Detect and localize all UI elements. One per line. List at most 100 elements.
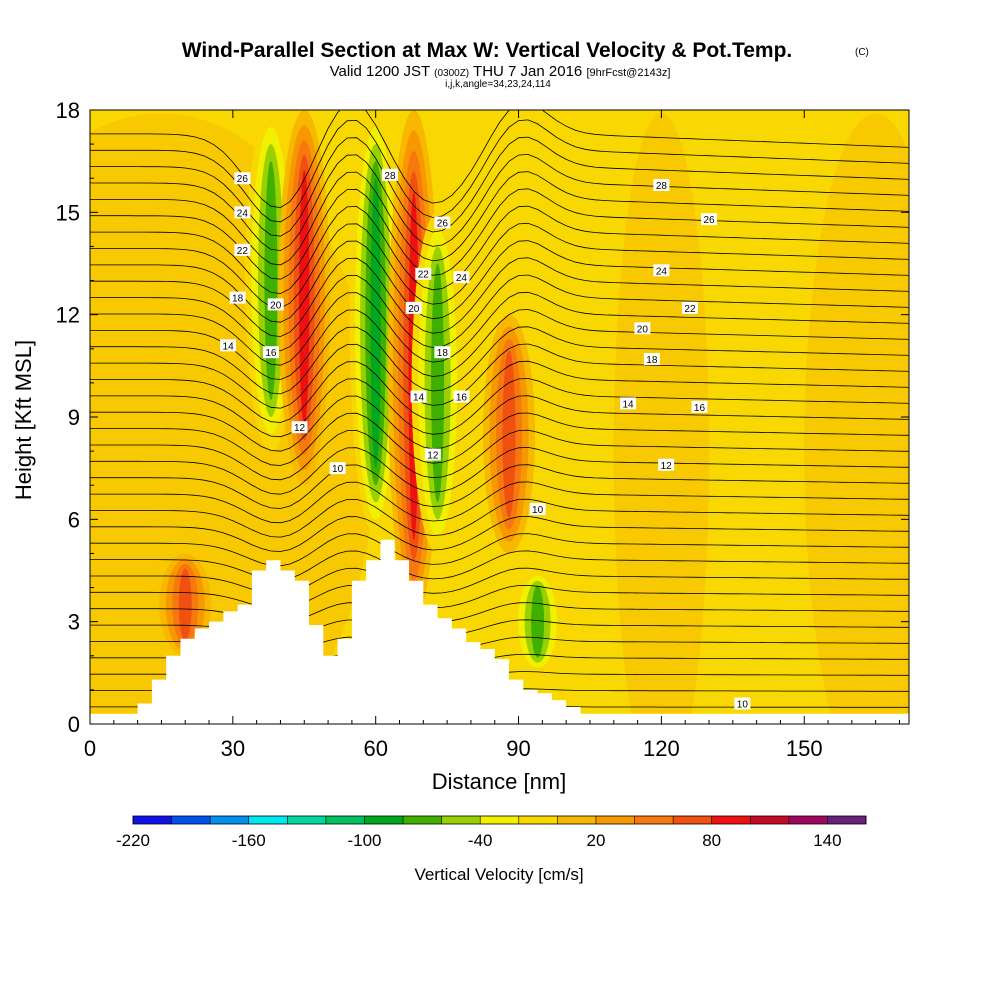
contour-label-text: 18	[232, 294, 244, 305]
potential-temperature-contour	[90, 395, 909, 452]
contour-label: 14	[220, 339, 237, 352]
contour-label-text: 14	[413, 393, 425, 404]
colorbar-label: 20	[586, 831, 605, 850]
potential-temperature-contour	[90, 274, 909, 352]
colorbar-swatch	[210, 816, 250, 824]
contour-label-text: 28	[384, 171, 396, 182]
potential-temperature-contour	[90, 188, 909, 280]
contour-label-bg	[424, 448, 441, 461]
x-tick-label: 90	[506, 736, 530, 761]
contour-label-bg	[234, 243, 251, 256]
contour-label-text: 12	[661, 461, 673, 472]
potential-temperature-contour	[90, 136, 909, 237]
colorbar-swatch	[711, 816, 751, 824]
contour-label-bg	[643, 353, 660, 366]
colorbar-swatch	[171, 816, 211, 824]
colorbar-swatch	[634, 816, 674, 824]
contour-label: 12	[424, 448, 441, 462]
contour-label: 24	[653, 264, 670, 277]
contour-label-text: 10	[737, 700, 749, 711]
colorbar-swatch	[827, 816, 867, 824]
colorbar-label: 140	[813, 831, 841, 850]
potential-temperature-contour	[90, 291, 909, 366]
potential-temperature-contour	[90, 205, 909, 295]
vertical-velocity-cell	[299, 170, 310, 426]
contour-label-bg	[653, 179, 670, 192]
contour-label-bg	[620, 397, 637, 410]
potential-temperature-contour	[90, 567, 909, 595]
contour-label-text: 14	[623, 399, 635, 410]
subtitle-valid: Valid 1200 JST	[330, 63, 430, 80]
colorbar-label: 80	[702, 831, 721, 850]
colorbar-swatch	[133, 816, 173, 824]
contour-label-bg	[229, 291, 246, 304]
y-tick-label: 0	[68, 712, 80, 737]
potential-temperature-contour	[90, 326, 909, 395]
potential-temperature-contour	[90, 498, 909, 538]
contour-label-text: 10	[332, 464, 344, 475]
contour-label: 20	[634, 322, 651, 335]
x-tick-label: 120	[643, 736, 680, 761]
colorbar: -220 -160 -100 -40 20 80 140	[116, 815, 867, 850]
contour-labels: 28 28 26 26 26 24 24 24 22 22 22 20 20 20 18 18 18 16 16 16…	[220, 168, 751, 711]
contour-label-text: 14	[223, 341, 235, 352]
contour-label: 10	[734, 697, 751, 711]
colorbar-swatch	[595, 816, 636, 824]
contour-label: 10	[329, 462, 346, 475]
contour-label-bg	[691, 400, 708, 413]
contour-label-bg	[453, 390, 470, 403]
vertical-velocity-cell	[370, 178, 381, 469]
vertical-velocity-cell	[431, 263, 445, 503]
colorbar-swatch	[557, 816, 597, 824]
contour-label-text: 18	[437, 348, 449, 359]
chart-title: Wind-Parallel Section at Max W: Vertical…	[182, 39, 793, 62]
contour-label-text: 10	[532, 505, 544, 516]
subtitle-date: THU 7 Jan 2016	[473, 63, 582, 80]
potential-temperature-contour	[90, 378, 909, 438]
contour-label: 26	[434, 216, 451, 230]
subtitle-utc: (0300Z)	[434, 68, 469, 79]
y-tick-label: 18	[56, 98, 80, 123]
contour-label: 22	[415, 267, 432, 281]
contour-label: 10	[529, 503, 546, 516]
contour-label-bg	[291, 421, 308, 434]
contour-label-bg	[658, 458, 675, 471]
potential-temperature-contour	[90, 464, 909, 509]
contour-label-bg	[234, 172, 251, 185]
y-tick-label: 15	[56, 200, 80, 225]
contour-label: 26	[234, 172, 251, 185]
contour-label-bg	[529, 503, 546, 516]
contour-label-text: 24	[656, 266, 668, 277]
contour-label: 16	[691, 400, 708, 414]
y-tick-label: 3	[68, 610, 80, 635]
contour-label: 16	[453, 390, 470, 404]
chart-title-unit: (C)	[855, 47, 869, 58]
field-background-band	[613, 113, 709, 724]
potential-temperature-contour	[90, 360, 909, 423]
potential-temperature-contour	[90, 240, 909, 323]
contour-label: 22	[234, 243, 251, 257]
colorbar-label: -160	[232, 831, 266, 850]
colorbar-swatch	[325, 816, 365, 824]
potential-temperature-contour	[90, 153, 909, 252]
contour-label: 12	[291, 421, 308, 434]
contour-label-bg	[262, 346, 279, 359]
colorbar-swatch	[248, 816, 288, 824]
contour-label-text: 20	[270, 300, 282, 311]
contour-label-bg	[234, 206, 251, 219]
contour-label-bg	[415, 267, 432, 280]
potential-temperature-contour	[90, 515, 909, 552]
potential-temperature-contour	[90, 257, 909, 337]
colorbar-swatch	[673, 816, 713, 824]
y-tick-label: 6	[68, 507, 80, 532]
potential-temperature-contour	[90, 446, 909, 495]
colorbar-swatch	[788, 816, 828, 824]
contour-label: 20	[405, 301, 422, 315]
contour-label-bg	[734, 697, 751, 710]
contour-label-bg	[220, 339, 237, 352]
contour-label-text: 12	[294, 423, 306, 434]
contour-label-bg	[405, 301, 422, 314]
y-tick-label: 9	[68, 405, 80, 430]
potential-temperature-contour	[90, 343, 909, 409]
contour-label-bg	[410, 390, 427, 403]
